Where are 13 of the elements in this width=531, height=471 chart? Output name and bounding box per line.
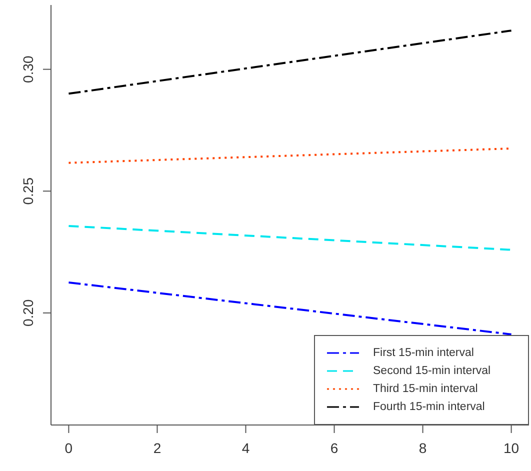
legend-label: Third 15-min interval [373,383,478,395]
legend-label: Second 15-min interval [373,365,491,377]
y-tick-label: 0.20 [20,299,36,327]
x-tick-label: 0 [64,440,73,456]
x-tick-label: 4 [242,440,250,456]
y-tick-label: 0.30 [20,55,36,83]
legend-label: Fourth 15-min interval [373,401,485,413]
x-tick-label: 10 [504,440,520,456]
x-tick-label: 8 [418,440,427,456]
x-tick-label: 6 [330,440,338,456]
x-tick-label: 2 [153,440,162,456]
y-tick-label: 0.25 [20,177,36,205]
legend-label: First 15-min interval [373,347,474,359]
